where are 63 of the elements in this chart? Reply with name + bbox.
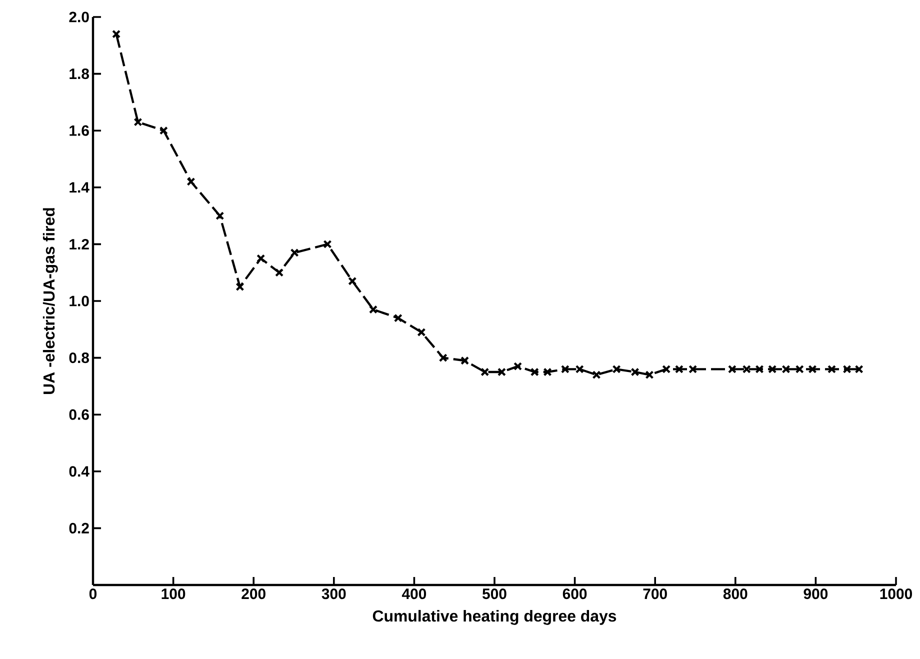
point (728, 364, 736, 374)
point (186, 177, 196, 186)
x-tick-label: 700 (643, 588, 667, 600)
point (112, 30, 121, 38)
y-tick-label: 0.2 (69, 522, 89, 534)
point (275, 268, 284, 277)
point (575, 364, 584, 374)
y-tick-label: 0.6 (69, 409, 89, 420)
y-tick-label: 1.4 (70, 182, 90, 193)
point (460, 356, 470, 365)
point (530, 368, 539, 376)
x-tick-label: 200 (242, 588, 266, 600)
point (854, 364, 864, 374)
point (645, 370, 654, 380)
point (480, 368, 490, 376)
point (688, 364, 698, 374)
y-tick-label: 1.0 (70, 296, 89, 306)
x-tick-label: 300 (322, 588, 346, 600)
point (808, 364, 817, 374)
point (674, 364, 684, 374)
point (782, 364, 790, 374)
point (842, 364, 852, 374)
point (662, 364, 671, 374)
point (592, 370, 601, 380)
x-axis-title: Cumulative heating degree days (372, 610, 616, 625)
y-tick-label: 2.0 (69, 12, 89, 22)
point (612, 364, 621, 374)
x-tick-label: 100 (162, 588, 186, 600)
point (159, 126, 168, 135)
point (256, 254, 266, 263)
y-axis-title: UA -electric/UA-gas fired (42, 208, 58, 394)
point (236, 282, 244, 292)
point (742, 364, 751, 374)
point (348, 276, 357, 286)
point (394, 314, 402, 322)
point (514, 362, 522, 371)
point (497, 368, 506, 376)
point (755, 364, 764, 374)
y-tick-label: 1.2 (70, 238, 89, 250)
point (768, 364, 777, 374)
point (560, 364, 570, 374)
point (630, 368, 640, 376)
point (134, 118, 142, 126)
y-tick-label: 0.8 (69, 352, 90, 364)
x-tick-label: 900 (804, 588, 828, 600)
point (368, 305, 378, 314)
point (438, 354, 448, 362)
y-tick-label: 0.4 (69, 466, 90, 477)
point (827, 364, 836, 374)
x-tick-label: 1000 (880, 588, 912, 600)
x-tick-label: 0 (89, 588, 97, 600)
x-tick-label: 500 (482, 588, 506, 600)
x-tick-label: 600 (562, 588, 587, 600)
point (216, 212, 224, 220)
x-tick-label: 800 (723, 588, 748, 600)
point (417, 328, 426, 337)
y-tick-label: 1.6 (70, 125, 89, 136)
y-tick-label: 1.8 (70, 68, 90, 80)
point (323, 240, 332, 248)
point (290, 248, 299, 257)
point (795, 364, 804, 374)
x-tick-label: 400 (402, 588, 426, 600)
point (543, 368, 552, 376)
